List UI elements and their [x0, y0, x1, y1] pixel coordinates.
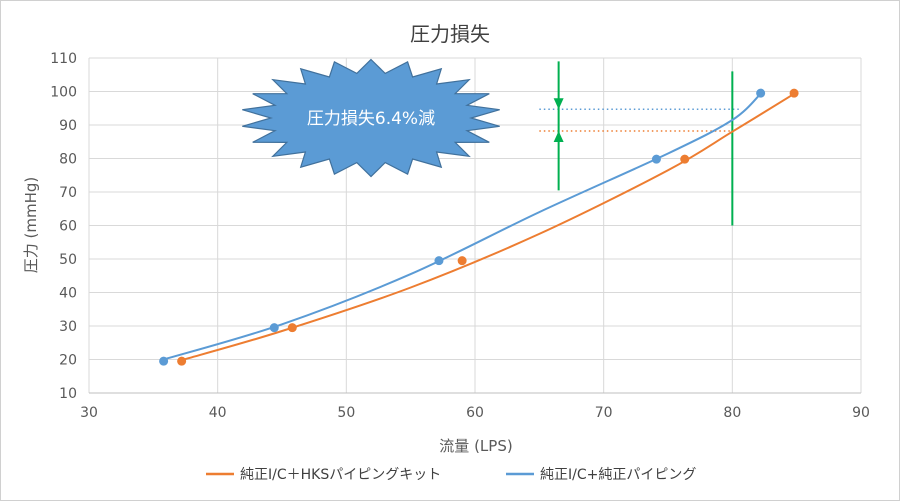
- series-1-trendline: [163, 93, 762, 361]
- callout-starburst: [242, 58, 500, 178]
- callout-text: 圧力損失6.4%減: [307, 109, 435, 129]
- series-group: [159, 88, 799, 366]
- y-tick-label: 90: [59, 118, 77, 134]
- series-1-point: [756, 88, 766, 98]
- legend-label: 純正I/C+純正パイピング: [540, 467, 696, 483]
- y-axis-title: 圧力 (mmHg): [22, 177, 40, 274]
- arrowhead-down: [553, 98, 564, 110]
- y-tick-label: 80: [59, 152, 77, 168]
- series-1-point: [651, 154, 661, 164]
- y-tick-label: 100: [50, 85, 77, 101]
- series-1-point: [159, 356, 169, 366]
- x-tick-label: 50: [337, 405, 355, 421]
- x-tick-label: 80: [723, 405, 741, 421]
- annotations: 圧力損失6.4%減: [242, 58, 739, 226]
- x-tick-label: 30: [80, 405, 98, 421]
- x-tick-label: 70: [595, 405, 613, 421]
- y-tick-label: 60: [59, 219, 77, 235]
- y-tick-label: 70: [59, 185, 77, 201]
- legend: 純正I/C＋HKSパイピングキット 純正I/C+純正パイピング: [206, 467, 696, 483]
- tick-labels: 10 20 30 40 50 60 70 80 90 100 110 30 40 50 60 70 80 90: [50, 51, 870, 421]
- arrowhead-up: [553, 131, 564, 143]
- y-tick-label: 10: [59, 386, 77, 402]
- y-tick-label: 30: [59, 319, 77, 335]
- legend-label: 純正I/C＋HKSパイピングキット: [240, 467, 441, 483]
- x-tick-label: 40: [209, 405, 227, 421]
- series-0-point: [789, 88, 799, 98]
- gridlines: [88, 57, 862, 394]
- chart-title: 圧力損失: [410, 22, 490, 46]
- series-0-point: [680, 154, 690, 164]
- x-axis-title: 流量 (LPS): [439, 437, 512, 455]
- series-0-point: [287, 323, 297, 333]
- series-0-point: [457, 256, 467, 266]
- series-1-point: [434, 256, 444, 266]
- y-tick-label: 110: [50, 51, 77, 67]
- y-tick-label: 50: [59, 252, 77, 268]
- x-tick-label: 60: [466, 405, 484, 421]
- series-1-point: [269, 323, 279, 333]
- series-0-trendline: [181, 92, 795, 362]
- y-tick-label: 20: [59, 353, 77, 369]
- x-tick-label: 90: [852, 405, 870, 421]
- series-0-point: [177, 356, 187, 366]
- y-tick-label: 40: [59, 286, 77, 302]
